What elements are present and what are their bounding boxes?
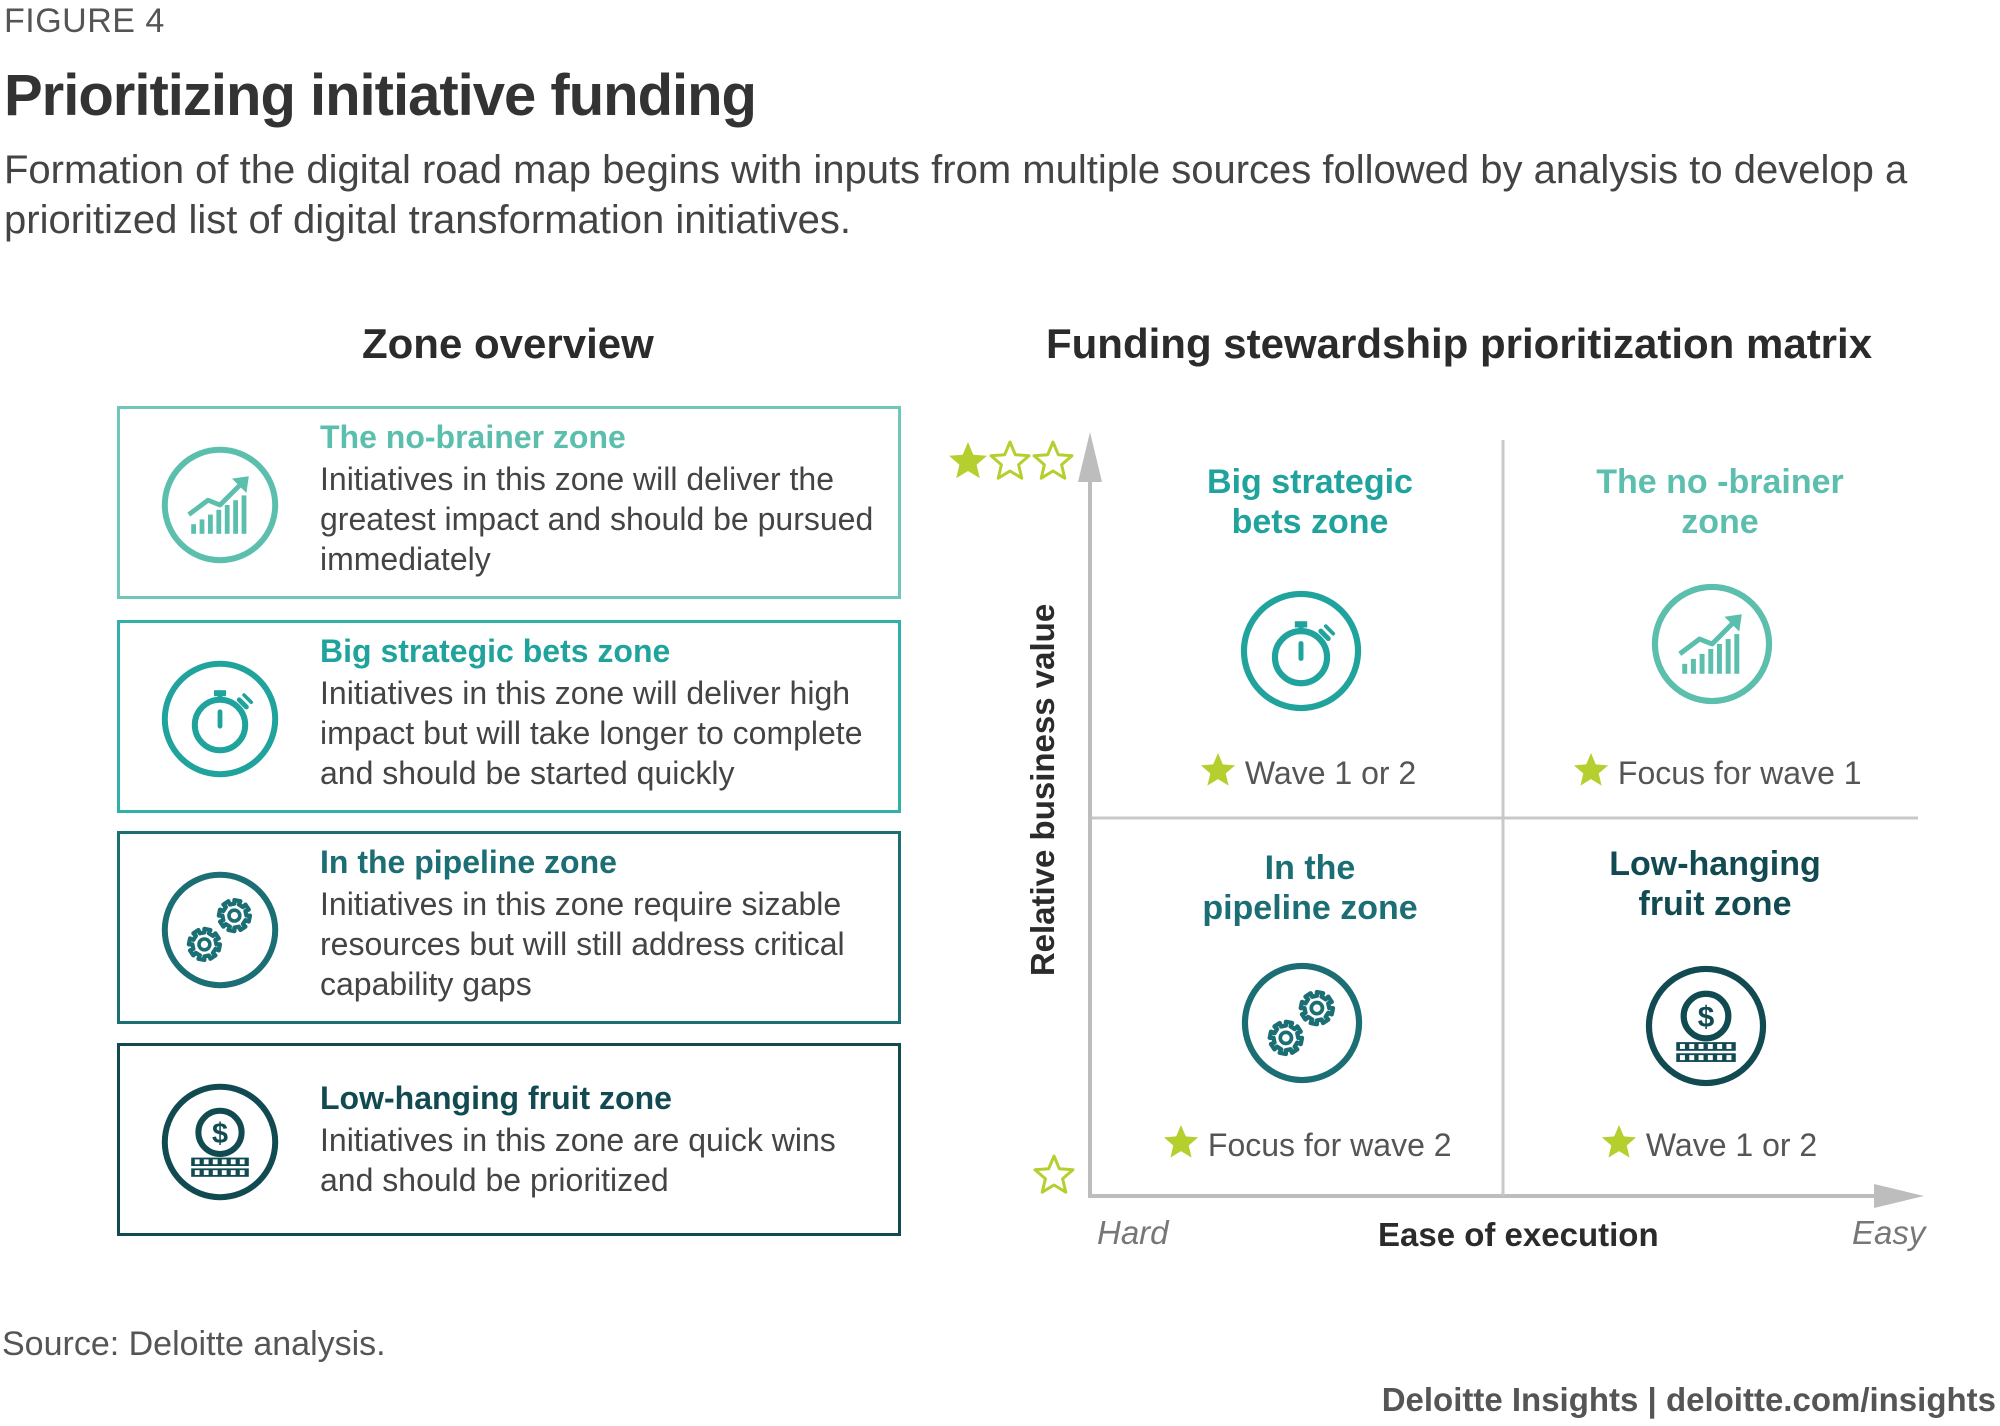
star-icon [1200,753,1236,786]
zone-card-big-strategic-bets: Big strategic bets zone Initiatives in t… [117,620,901,813]
quadrant-note-low-hanging-fruit: Wave 1 or 2 [1601,1124,1817,1164]
brand-footer: Deloitte Insights | deloitte.com/insight… [1381,1381,1996,1418]
quadrant-title-in-the-pipeline: In the pipeline zone [1160,848,1460,928]
zone-card-low-hanging-fruit: $ Low-hanging fruit zone Initiatives in … [117,1043,901,1236]
zone-name: Big strategic bets zone [320,633,671,669]
gears-icon [160,870,280,990]
svg-text:$: $ [1698,1001,1715,1034]
zone-name: The no-brainer zone [320,419,626,455]
figure-label: FIGURE 4 [4,2,165,40]
quadrant-title-line: zone [1681,503,1759,541]
gears-icon [1240,961,1364,1085]
quadrant-title-line: Low-hanging [1609,845,1821,883]
star-icon [1601,1125,1637,1158]
x-axis-high-label: Easy [1852,1214,1926,1251]
quadrant-title-low-hanging-fruit: Low-hanging fruit zone [1565,844,1865,924]
star-icon [1573,753,1609,786]
quadrant-note-text: Focus for wave 1 [1617,755,1862,791]
coin-stack-icon: $ [1644,964,1768,1088]
svg-text:$: $ [212,1118,228,1150]
low-value-star-icon [1033,1154,1075,1194]
zone-description: Initiatives in this zone are quick wins … [320,1122,836,1198]
star-icon-filled [949,442,987,479]
y-axis-label: Relative business value [1024,603,1061,977]
x-axis-low-label: Hard [1097,1214,1169,1251]
source-note: Source: Deloitte analysis. [2,1325,386,1363]
quadrant-title-big-strategic-bets: Big strategic bets zone [1160,462,1460,542]
growth-chart-icon [1650,582,1774,706]
zone-card-no-brainer: The no-brainer zone Initiatives in this … [117,406,901,599]
quadrant-note-in-the-pipeline: Focus for wave 2 [1163,1124,1452,1164]
quadrant-title-no-brainer: The no -brainer zone [1565,462,1875,542]
growth-chart-icon [160,445,280,565]
coin-stack-icon: $ [160,1082,280,1202]
star-icon [1163,1125,1199,1158]
quadrant-note-no-brainer: Focus for wave 1 [1573,752,1862,792]
star-icon-empty [1032,440,1074,480]
x-axis-label: Ease of execution [1378,1216,1659,1253]
quadrant-note-text: Wave 1 or 2 [1244,755,1417,791]
high-value-rating [949,440,1074,480]
matrix-title: Funding stewardship prioritization matri… [1046,320,1873,367]
quadrant-title-line: bets zone [1231,503,1389,541]
quadrant-title-line: The no -brainer [1596,463,1844,501]
x-axis-arrow [1874,1184,1924,1208]
quadrant-note-text: Wave 1 or 2 [1645,1127,1818,1163]
quadrant-title-line: In the [1264,849,1356,887]
star-icon-empty [989,440,1031,480]
quadrant-title-line: Big strategic [1207,463,1413,501]
zone-name: In the pipeline zone [320,844,617,880]
quadrant-title-line: pipeline zone [1202,889,1418,927]
stopwatch-icon [160,659,280,779]
zone-name: Low-hanging fruit zone [320,1080,672,1116]
zone-description: Initiatives in this zone will deliver hi… [320,675,863,791]
zone-overview-title: Zone overview [362,320,654,367]
quadrant-note-big-strategic-bets: Wave 1 or 2 [1200,752,1416,792]
stopwatch-icon [1239,589,1363,713]
quadrant-note-text: Focus for wave 2 [1207,1127,1452,1163]
zone-description: Initiatives in this zone require sizable… [320,886,845,1002]
quadrant-title-line: fruit zone [1638,885,1792,923]
y-axis-arrow [1078,432,1102,482]
zone-description: Initiatives in this zone will deliver th… [320,461,874,577]
page-title: Prioritizing initiative funding [4,63,757,128]
page-subtitle: Formation of the digital road map begins… [4,148,1908,242]
zone-card-in-the-pipeline: In the pipeline zone Initiatives in this… [117,831,901,1024]
